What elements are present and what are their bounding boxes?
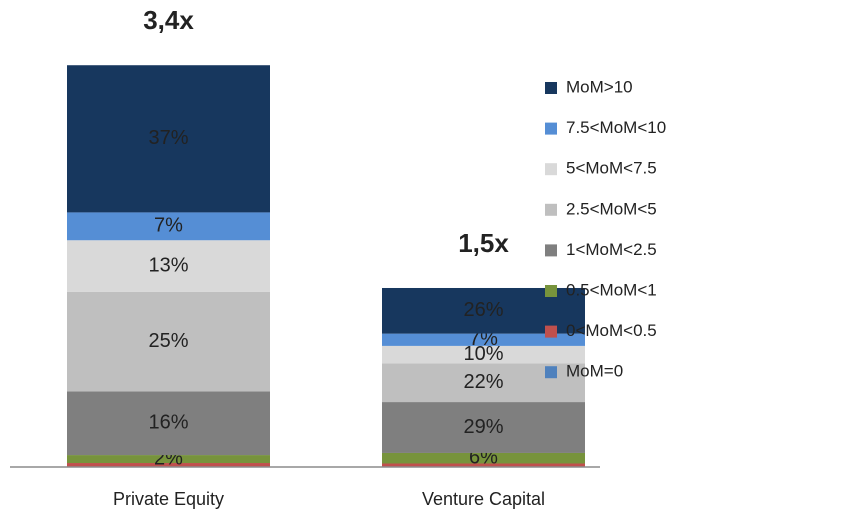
legend-swatch [545, 366, 557, 379]
legend-label: 0.5<MoM<1 [566, 280, 657, 299]
bar-segment [67, 455, 270, 464]
legend-label: 7.5<MoM<10 [566, 118, 666, 137]
segment-label: 26% [463, 299, 503, 321]
legend-swatch [545, 325, 557, 338]
legend-swatch [545, 244, 557, 257]
legend-label: 1<MoM<2.5 [566, 240, 657, 259]
segment-label: 13% [148, 254, 188, 276]
bar-segment [67, 212, 270, 241]
x-tick-label: Venture Capital [422, 489, 545, 509]
segment-label: 22% [463, 371, 503, 393]
bar-segment [67, 291, 270, 392]
segment-label: 37% [148, 127, 188, 149]
segment-label: 7% [154, 215, 183, 237]
total-label: 1,5x [458, 228, 509, 258]
legend-label: 5<MoM<7.5 [566, 159, 657, 178]
legend-label: MoM>10 [566, 77, 633, 96]
x-tick-label: Private Equity [113, 489, 224, 509]
legend-swatch [545, 203, 557, 216]
bar-segment [382, 333, 585, 346]
legend-swatch [545, 82, 557, 94]
total-label: 3,4x [143, 5, 194, 35]
segment-label: 25% [148, 330, 188, 352]
bar-segment [67, 65, 270, 213]
legend-label: 0<MoM<0.5 [566, 321, 657, 340]
bar-segment [382, 402, 585, 453]
bar-segment [382, 463, 585, 467]
legend-swatch [545, 285, 557, 297]
legend-label: 2.5<MoM<5 [566, 199, 657, 218]
bar-segment [67, 391, 270, 456]
bar-segment [382, 452, 585, 464]
bar-segment [382, 345, 585, 364]
legend-swatch [545, 122, 557, 135]
bar-segment [67, 463, 270, 467]
legend-label: MoM=0 [566, 362, 623, 381]
segment-label: 10% [463, 343, 503, 365]
legend-swatch [545, 163, 557, 176]
bar-segment [67, 240, 270, 292]
segment-label: 16% [148, 412, 188, 434]
segment-label: 29% [463, 416, 503, 438]
